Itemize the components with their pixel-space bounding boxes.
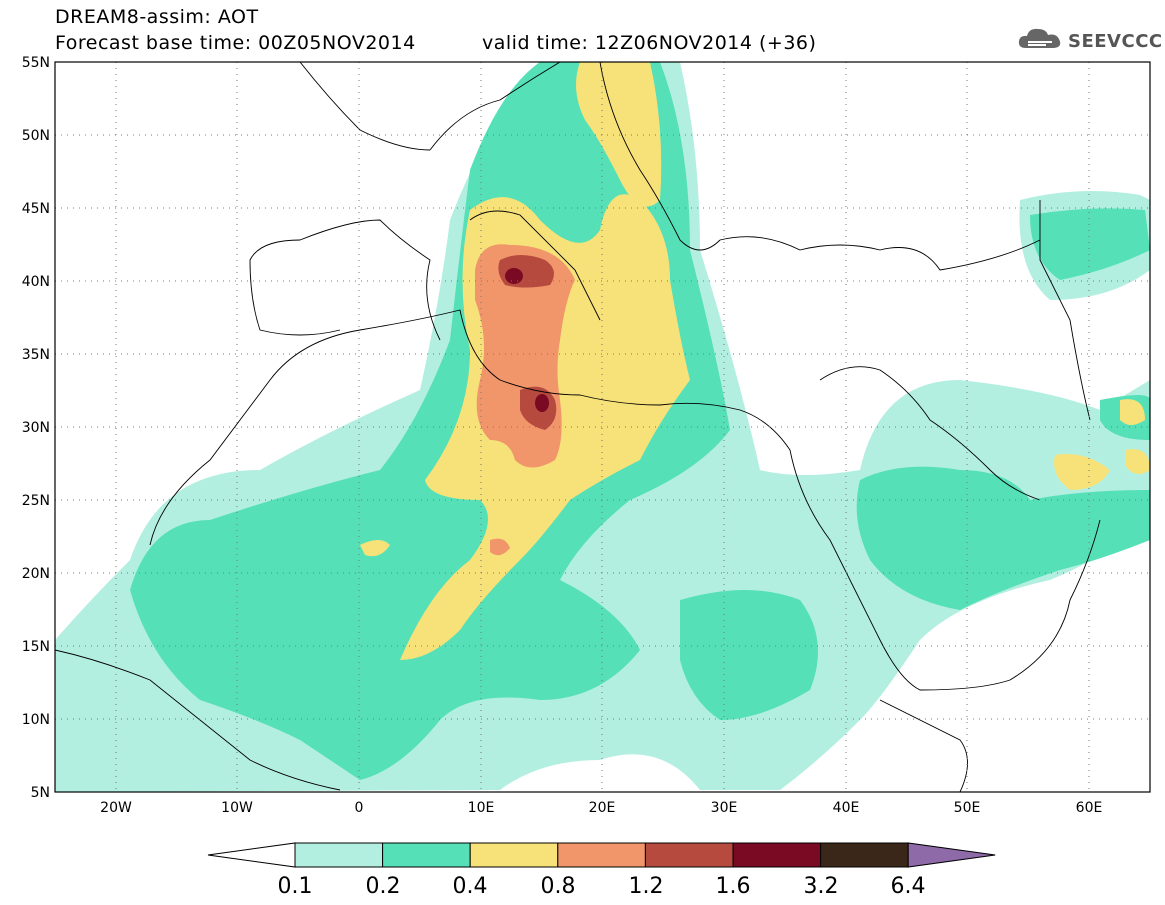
cloud-icon [1016,24,1064,58]
lat-label: 20N [22,566,50,582]
aot-field [55,62,1150,792]
lat-label: 50N [22,128,50,144]
legend-label: 6.4 [891,874,926,899]
map-frame [54,61,1151,793]
legend-swatch [644,842,734,868]
legend-label: 0.8 [541,874,576,899]
legend-swatch-over [907,842,996,868]
coastlines [55,62,1101,792]
lon-label: 50E [954,800,981,816]
seevccc-logo: SEEVCCC [1016,24,1163,58]
legend-swatch [557,842,646,868]
grid-lines [55,62,1150,792]
legend-label: 0.1 [278,874,313,899]
lat-label: 35N [22,347,50,363]
lat-label: 25N [22,493,50,509]
valid-time: valid time: 12Z06NOV2014 (+36) [482,32,817,54]
aot-band-0.2 [130,62,1150,780]
aot-band-1.6 [505,268,549,412]
lat-axis: 55N 50N 45N 40N 35N 30N 25N 20N 15N 10N … [22,55,50,801]
lat-label: 30N [22,420,50,436]
lat-label: 5N [31,785,50,801]
lon-label: 30E [711,800,738,816]
legend-label: 1.6 [716,874,751,899]
legend-label: 0.2 [366,874,401,899]
legend-swatch [732,842,822,868]
lat-label: 15N [22,639,50,655]
forecast-base-time: Forecast base time: 00Z05NOV2014 [55,32,416,54]
legend-label: 1.2 [629,874,664,899]
lon-label: 10E [468,800,495,816]
map-title: DREAM8-assim: AOT [55,6,259,28]
lon-label: 0 [355,800,364,816]
lon-axis: 20W 10W 0 10E 20E 30E 40E 50E 60E [100,800,1102,816]
lon-label: 20W [100,800,132,816]
lat-label: 40N [22,274,50,290]
legend-swatch [294,842,384,868]
lon-label: 20E [589,800,616,816]
logo-text: SEEVCCC [1068,30,1163,52]
legend-swatch [820,842,909,868]
legend-swatch [382,842,471,868]
legend-label: 0.4 [453,874,488,899]
lon-label: 10W [221,800,253,816]
lat-label: 55N [22,55,50,71]
lon-label: 40E [833,800,860,816]
lat-label: 45N [22,201,50,217]
legend-swatch [469,842,559,868]
lat-label: 10N [22,712,50,728]
legend-labels: 0.1 0.2 0.4 0.8 1.2 1.6 3.2 6.4 [278,874,926,899]
legend-label: 3.2 [804,874,839,899]
lon-label: 60E [1076,800,1103,816]
legend-swatch-under [207,842,296,868]
legend-swatches [207,842,996,868]
